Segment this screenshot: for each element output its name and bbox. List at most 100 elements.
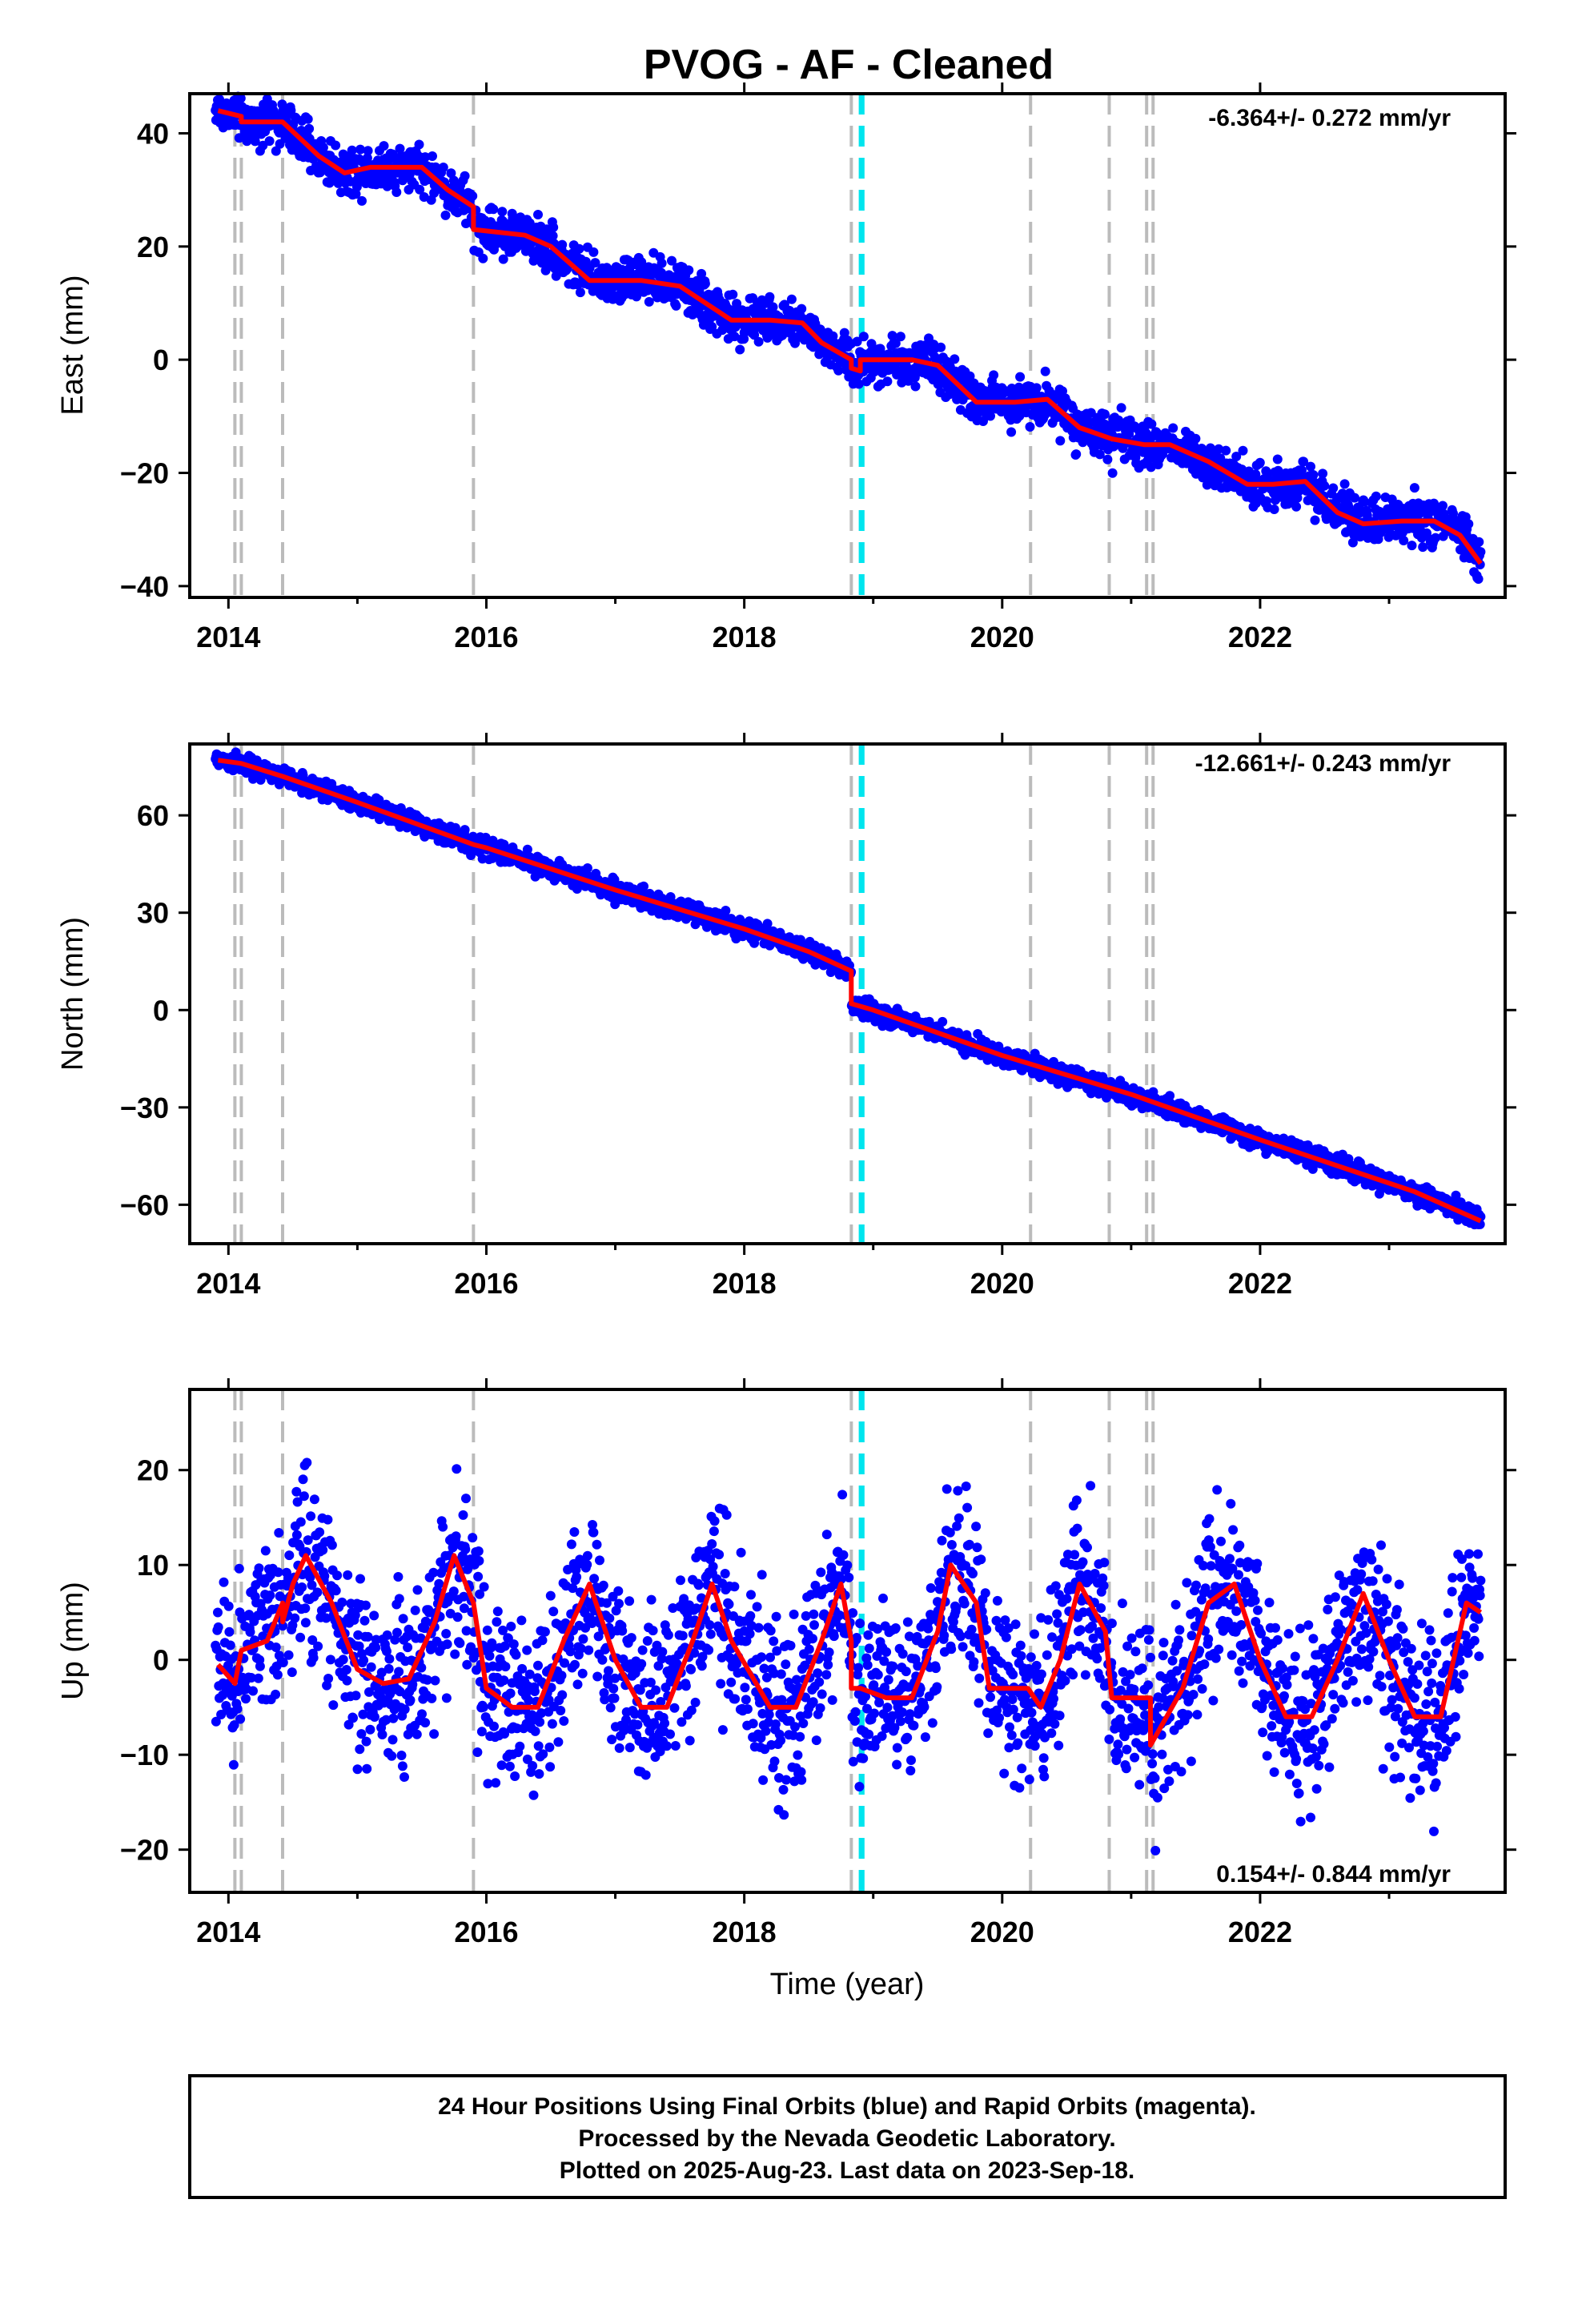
data-point [852, 336, 862, 347]
y-tick-label: −20 [120, 457, 169, 490]
data-point [575, 287, 585, 298]
data-point [306, 1511, 316, 1522]
data-point [1407, 541, 1417, 551]
data-point [1299, 456, 1309, 467]
data-point [989, 370, 999, 380]
data-point [415, 184, 425, 195]
data-point [224, 1626, 235, 1637]
data-point [290, 1613, 300, 1623]
data-point [440, 210, 451, 220]
data-point [241, 1694, 251, 1704]
data-point [300, 1603, 311, 1614]
data-point [1006, 427, 1017, 437]
x-tick-label: 2022 [1228, 621, 1292, 653]
up-data-points [211, 1458, 1486, 1856]
data-point [1255, 457, 1265, 468]
data-point [308, 1653, 319, 1663]
data-point [419, 192, 429, 202]
data-point [707, 322, 717, 332]
y-tick-label: 0 [153, 994, 169, 1027]
data-point [833, 365, 844, 376]
data-point [351, 1691, 361, 1701]
data-point [250, 136, 260, 147]
data-point [271, 146, 281, 156]
data-point [303, 114, 313, 124]
data-point [273, 1567, 283, 1578]
data-point [291, 1530, 302, 1540]
data-point [1272, 454, 1283, 464]
data-point [1473, 574, 1484, 584]
data-point [938, 1016, 948, 1027]
data-point [286, 105, 296, 115]
data-point [548, 231, 558, 241]
data-point [1055, 436, 1066, 446]
data-point [1343, 501, 1354, 512]
x-tick-label: 2016 [454, 1267, 518, 1300]
data-point [1474, 537, 1484, 547]
data-point [1116, 403, 1126, 413]
data-point [328, 1700, 339, 1711]
data-point [1399, 536, 1409, 545]
data-point [728, 289, 738, 300]
data-point [391, 187, 402, 197]
data-point [355, 144, 365, 155]
data-point [379, 141, 389, 151]
data-point [213, 1607, 223, 1618]
data-point [644, 296, 654, 307]
data-point [271, 1642, 281, 1652]
data-point [533, 210, 543, 219]
x-tick-label: 2018 [713, 1267, 777, 1300]
data-point [337, 1597, 347, 1607]
data-point [910, 381, 921, 392]
x-tick-label: 2014 [196, 1267, 260, 1300]
data-point [1221, 445, 1231, 456]
data-point [1269, 505, 1279, 514]
data-point [323, 1674, 334, 1683]
data-point [1168, 423, 1178, 433]
data-point [656, 258, 667, 268]
data-point [265, 1590, 275, 1601]
data-point [632, 292, 641, 302]
data-point [272, 1670, 283, 1680]
data-point [232, 1703, 243, 1714]
data-point [446, 168, 456, 179]
data-point [1350, 493, 1359, 503]
data-point [1371, 491, 1381, 501]
data-point [732, 299, 742, 309]
x-tick-label: 2022 [1228, 1267, 1292, 1300]
data-point [300, 1618, 311, 1628]
y-tick-label: 0 [153, 344, 169, 376]
data-point [254, 1563, 264, 1574]
data-point [768, 302, 778, 312]
data-point [414, 139, 424, 150]
x-tick-label: 2018 [713, 621, 777, 653]
data-point [234, 1563, 244, 1574]
data-point [735, 344, 745, 355]
data-point [1025, 422, 1035, 432]
data-point [357, 195, 367, 206]
data-point [1297, 465, 1307, 476]
data-point [1319, 480, 1330, 491]
data-point [313, 1641, 323, 1651]
data-point [765, 292, 775, 302]
data-point [420, 152, 431, 163]
data-point [1099, 409, 1110, 420]
data-point [362, 153, 372, 163]
data-point [667, 255, 677, 266]
data-point [235, 1714, 246, 1724]
data-point [1318, 468, 1328, 479]
data-point [1409, 483, 1419, 493]
data-point [1310, 515, 1320, 525]
data-point [260, 1546, 271, 1556]
data-point [588, 247, 599, 257]
data-point [1015, 372, 1026, 382]
data-point [890, 338, 901, 348]
data-point [295, 1517, 306, 1527]
data-point [361, 1736, 371, 1747]
data-point [295, 1632, 306, 1642]
x-tick-label: 2020 [970, 621, 1034, 653]
data-point [1094, 449, 1105, 460]
